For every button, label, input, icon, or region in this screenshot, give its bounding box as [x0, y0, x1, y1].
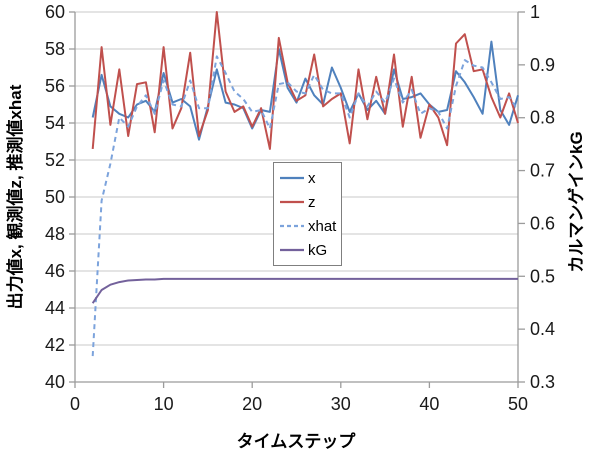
- legend-swatch-z-line-icon: [280, 200, 304, 204]
- y-right-tick-label: 1: [530, 2, 540, 22]
- series-z-line: [91, 11, 519, 150]
- legend-item-x: x: [280, 167, 341, 189]
- legend-label: kG: [308, 241, 328, 259]
- tick-marks: [69, 11, 525, 388]
- legend-swatch-kg-line-icon: [280, 248, 304, 252]
- y-right-tick-label: 0.6: [530, 213, 555, 233]
- y-right-tick-label: 0.4: [530, 319, 555, 339]
- y-right-tick-label: 0.7: [530, 161, 555, 181]
- y-left-tick-label: 50: [45, 187, 65, 207]
- y-left-tick-label: 54: [45, 113, 65, 133]
- legend: x z xhat kG: [273, 162, 342, 266]
- y-right-tick-label: 0.8: [530, 108, 555, 128]
- x-tick-label: 50: [508, 394, 528, 414]
- x-tick-label: 0: [70, 394, 80, 414]
- legend-item-xhat: xhat: [280, 215, 341, 237]
- legend-label: xhat: [308, 217, 337, 235]
- y-left-tick-label: 40: [45, 372, 65, 392]
- right-axis-title: カルマンゲインkG: [567, 131, 586, 273]
- tick-labels: 40 42 44 46 48 50 52 54 56 58 60 0.3 0.4 0.5 0.6 0.7 0.8…: [45, 2, 555, 414]
- x-tick-label: 20: [242, 394, 262, 414]
- legend-label: z: [308, 193, 316, 211]
- y-left-tick-label: 60: [45, 2, 65, 22]
- series-kg-line: [91, 277, 518, 304]
- legend-item-kg: kG: [280, 239, 341, 261]
- y-right-tick-label: 0.3: [530, 372, 555, 392]
- series-x-line: [91, 40, 519, 141]
- legend-swatch-xhat-line-icon: [280, 224, 304, 228]
- y-left-tick-label: 42: [45, 335, 65, 355]
- y-right-tick-label: 0.5: [530, 266, 555, 286]
- series-lines: [91, 11, 519, 357]
- y-left-tick-label: 44: [45, 298, 65, 318]
- legend-label: x: [308, 169, 316, 187]
- x-axis-title: タイムステップ: [236, 432, 356, 451]
- series-xhat-line: [91, 55, 519, 357]
- y-left-tick-label: 56: [45, 76, 65, 96]
- y-right-tick-label: 0.9: [530, 55, 555, 75]
- y-left-tick-label: 46: [45, 261, 65, 281]
- x-tick-label: 30: [331, 394, 351, 414]
- x-tick-label: 10: [154, 394, 174, 414]
- x-tick-label: 40: [419, 394, 439, 414]
- y-left-tick-label: 52: [45, 150, 65, 170]
- y-left-tick-label: 58: [45, 39, 65, 59]
- legend-swatch-x-line-icon: [280, 176, 304, 180]
- left-axis-title: 出力値x, 観測値z, 推測値xhat: [6, 84, 25, 310]
- legend-item-z: z: [280, 191, 341, 213]
- y-left-tick-label: 48: [45, 224, 65, 244]
